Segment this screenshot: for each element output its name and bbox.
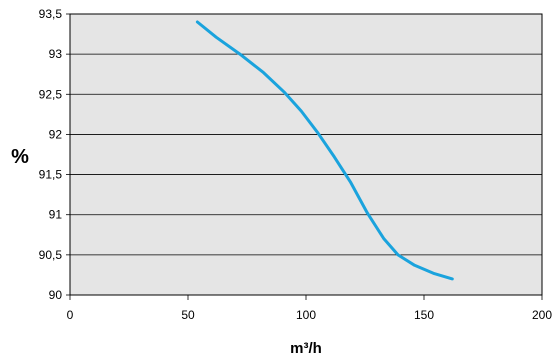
y-tick-label: 90,5 [39,248,63,262]
x-tick-labels: 0 50 100 150 200 [67,308,553,322]
y-tick-label: 91,5 [39,168,63,182]
y-tick-label: 93 [49,47,63,61]
x-axis-label: m³/h [290,340,322,357]
x-tick-label: 200 [532,308,552,322]
plot-area [69,13,543,296]
y-tick-labels: 90 90,5 91 91,5 92 92,5 93 93,5 [39,7,63,302]
gridlines [66,13,543,300]
y-tick-label: 92 [49,127,63,141]
y-tick-label: 93,5 [39,7,63,21]
y-axis-label: % [11,146,29,168]
x-tick-label: 100 [296,308,316,322]
x-tick-label: 150 [414,308,434,322]
y-tick-label: 91 [49,208,63,222]
x-tick-label: 50 [181,308,195,322]
series-line [195,20,454,281]
x-tick-label: 0 [67,308,74,322]
series-group [195,20,454,281]
y-tick-label: 92,5 [39,87,63,101]
y-tick-label: 90 [49,288,63,302]
